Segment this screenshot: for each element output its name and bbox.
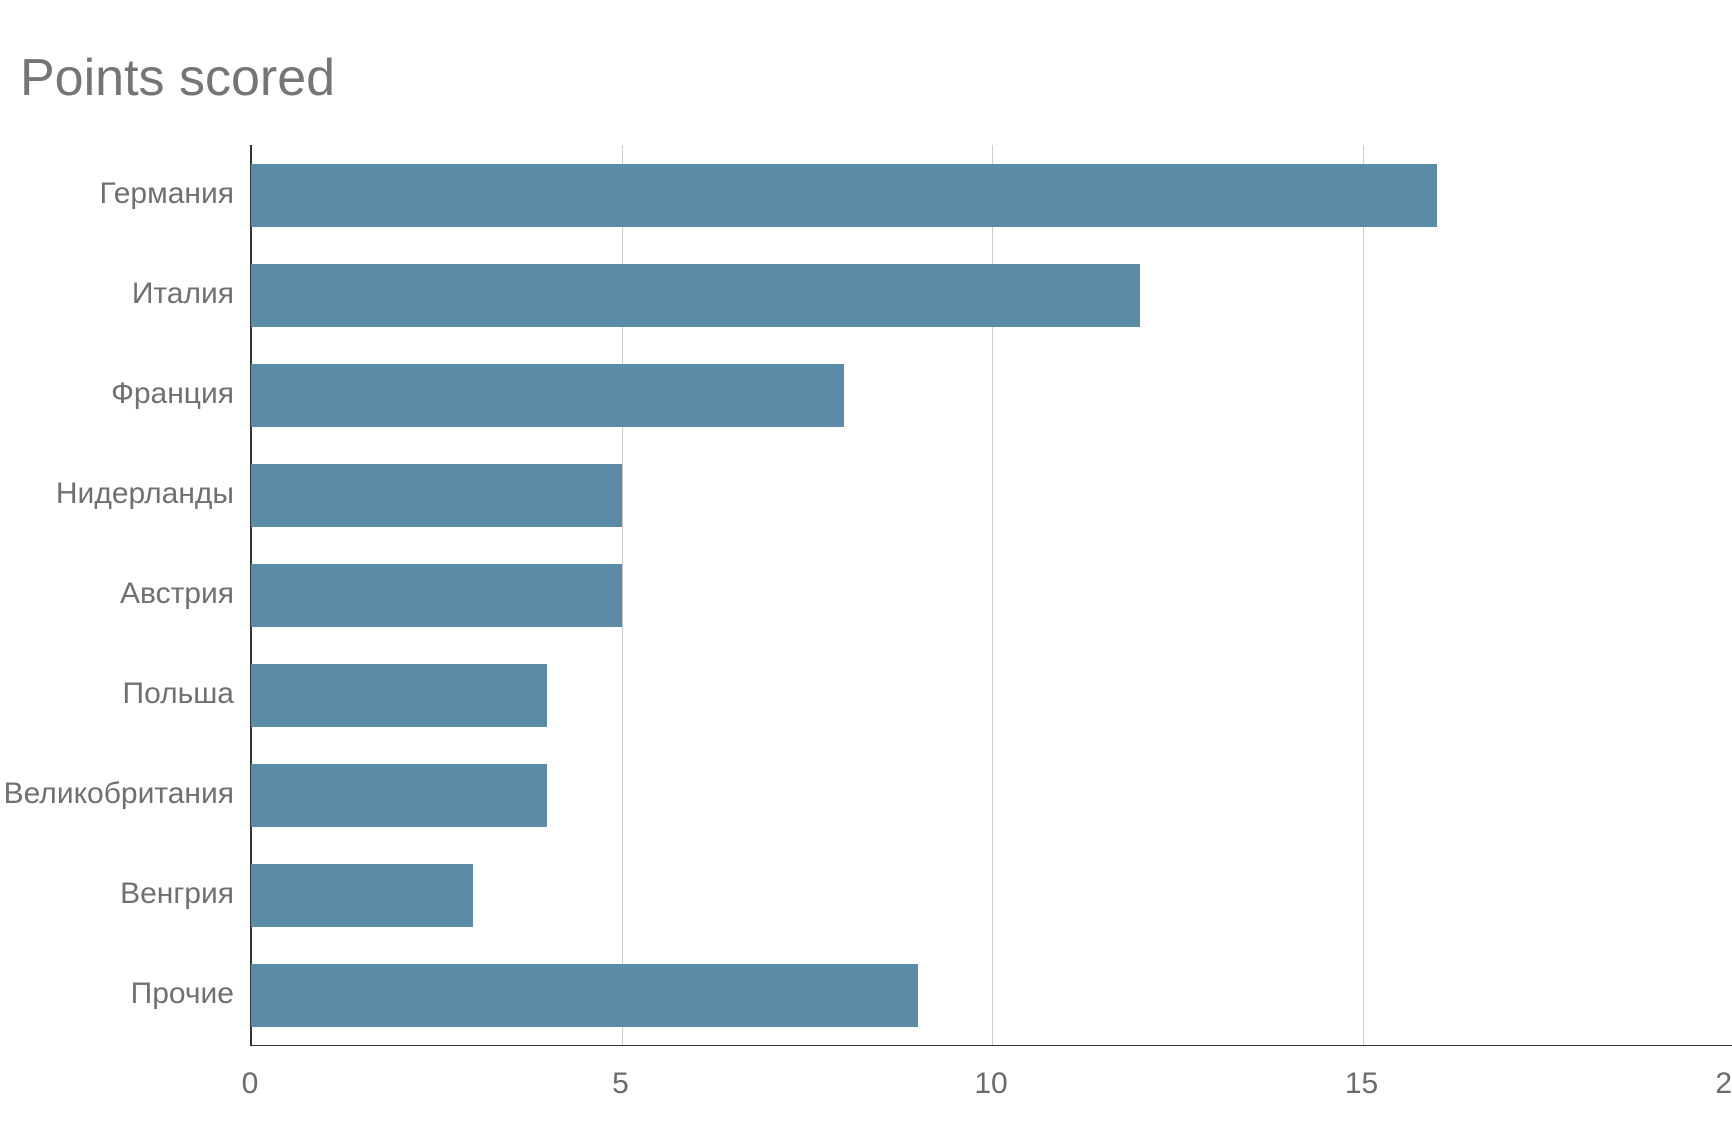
chart-title: Points scored	[20, 48, 335, 108]
x-tick-label: 10	[974, 1067, 1007, 1101]
bar	[251, 364, 844, 427]
chart-container: Points scored Германия Италия Франция Нидер…	[0, 0, 1732, 1124]
category-label: Венгрия	[120, 877, 234, 911]
category-label: Германия	[100, 177, 235, 211]
bar	[251, 164, 1437, 227]
bar	[251, 464, 622, 527]
category-label: Австрия	[120, 577, 234, 611]
bar	[251, 264, 1140, 327]
y-axis-labels: Германия Италия Франция Нидерланды Австрия По…	[0, 145, 234, 1045]
plot-area	[250, 145, 1732, 1046]
bar	[251, 764, 547, 827]
gridline	[1363, 145, 1364, 1045]
x-tick-label: 5	[612, 1067, 629, 1101]
x-tick-label: 20	[1715, 1067, 1732, 1101]
category-label: Прочие	[131, 977, 234, 1011]
category-label: Франция	[111, 377, 234, 411]
bar	[251, 664, 547, 727]
bar	[251, 964, 918, 1027]
category-label: Нидерланды	[56, 477, 234, 511]
category-label: Италия	[132, 277, 234, 311]
category-label: Польша	[123, 677, 234, 711]
category-label: Великобритания	[4, 777, 234, 811]
bar	[251, 864, 473, 927]
x-tick-label: 15	[1345, 1067, 1378, 1101]
bar	[251, 564, 622, 627]
x-tick-label: 0	[242, 1067, 259, 1101]
